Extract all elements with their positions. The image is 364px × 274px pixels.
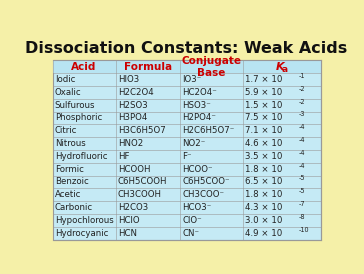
Text: Benzoic: Benzoic (55, 178, 88, 187)
Text: H2C2O4: H2C2O4 (118, 88, 154, 97)
Text: H3C6H5O7: H3C6H5O7 (118, 126, 166, 135)
Text: ClO⁻: ClO⁻ (182, 216, 202, 225)
Text: 1.5 × 10: 1.5 × 10 (245, 101, 282, 110)
Text: HCOO⁻: HCOO⁻ (182, 165, 213, 174)
Text: -5: -5 (298, 175, 305, 181)
Text: IO3⁻: IO3⁻ (182, 75, 201, 84)
Text: C6H5COOH: C6H5COOH (118, 178, 167, 187)
Text: Citric: Citric (55, 126, 77, 135)
Text: 4.3 × 10: 4.3 × 10 (245, 203, 282, 212)
Text: HCO3⁻: HCO3⁻ (182, 203, 211, 212)
Text: 4.6 × 10: 4.6 × 10 (245, 139, 282, 148)
Bar (52, 60, 321, 73)
Text: H2CO3: H2CO3 (118, 203, 148, 212)
Text: CN⁻: CN⁻ (182, 229, 199, 238)
Text: HCOOH: HCOOH (118, 165, 150, 174)
Text: F⁻: F⁻ (182, 152, 191, 161)
Text: -2: -2 (298, 86, 305, 92)
Text: Oxalic: Oxalic (55, 88, 82, 97)
Text: HNO2: HNO2 (118, 139, 143, 148)
Text: H2SO3: H2SO3 (118, 101, 147, 110)
Text: -4: -4 (298, 150, 305, 156)
Text: CH3COO⁻: CH3COO⁻ (182, 190, 224, 199)
Text: HSO3⁻: HSO3⁻ (182, 101, 211, 110)
Text: -4: -4 (298, 137, 305, 143)
Text: 1.8 × 10: 1.8 × 10 (245, 190, 282, 199)
Text: 7.5 × 10: 7.5 × 10 (245, 113, 282, 122)
Text: -7: -7 (298, 201, 305, 207)
Text: Carbonic: Carbonic (55, 203, 93, 212)
Text: 1.8 × 10: 1.8 × 10 (245, 165, 282, 174)
Text: Hypochlorous: Hypochlorous (55, 216, 114, 225)
Text: HF: HF (118, 152, 129, 161)
Text: Nitrous: Nitrous (55, 139, 86, 148)
Text: Conjugate
Base: Conjugate Base (181, 56, 241, 78)
Text: Sulfurous: Sulfurous (55, 101, 95, 110)
Text: CH3COOH: CH3COOH (118, 190, 162, 199)
Text: Phosphoric: Phosphoric (55, 113, 102, 122)
Text: -1: -1 (298, 73, 305, 79)
Text: HClO: HClO (118, 216, 139, 225)
Text: H3PO4: H3PO4 (118, 113, 147, 122)
Text: -4: -4 (298, 124, 305, 130)
Text: 1.7 × 10: 1.7 × 10 (245, 75, 282, 84)
Text: a: a (282, 65, 288, 74)
Text: Hydrofluoric: Hydrofluoric (55, 152, 107, 161)
Text: Dissociation Constants: Weak Acids: Dissociation Constants: Weak Acids (25, 41, 348, 56)
Text: Iodic: Iodic (55, 75, 75, 84)
Text: 3.5 × 10: 3.5 × 10 (245, 152, 282, 161)
Text: Acetic: Acetic (55, 190, 81, 199)
Text: Acid: Acid (71, 62, 97, 72)
Text: NO2⁻: NO2⁻ (182, 139, 205, 148)
Text: H2C6H5O7⁻: H2C6H5O7⁻ (182, 126, 234, 135)
Text: 7.1 × 10: 7.1 × 10 (245, 126, 282, 135)
Text: C6H5COO⁻: C6H5COO⁻ (182, 178, 230, 187)
Text: 4.9 × 10: 4.9 × 10 (245, 229, 282, 238)
Text: -2: -2 (298, 99, 305, 105)
Text: -5: -5 (298, 188, 305, 194)
Text: 5.9 × 10: 5.9 × 10 (245, 88, 282, 97)
Text: HC2O4⁻: HC2O4⁻ (182, 88, 217, 97)
Text: -4: -4 (298, 162, 305, 169)
Text: 3.0 × 10: 3.0 × 10 (245, 216, 282, 225)
Text: HIO3: HIO3 (118, 75, 139, 84)
Text: H2PO4⁻: H2PO4⁻ (182, 113, 216, 122)
Text: Formic: Formic (55, 165, 84, 174)
Text: Formula: Formula (124, 62, 172, 72)
Text: -8: -8 (298, 214, 305, 220)
Text: Hydrocyanic: Hydrocyanic (55, 229, 108, 238)
Text: -3: -3 (298, 111, 305, 117)
Text: -10: -10 (298, 227, 309, 233)
Text: 6.5 × 10: 6.5 × 10 (245, 178, 282, 187)
Text: K: K (276, 62, 285, 72)
Text: HCN: HCN (118, 229, 137, 238)
Bar (52, 60, 321, 240)
